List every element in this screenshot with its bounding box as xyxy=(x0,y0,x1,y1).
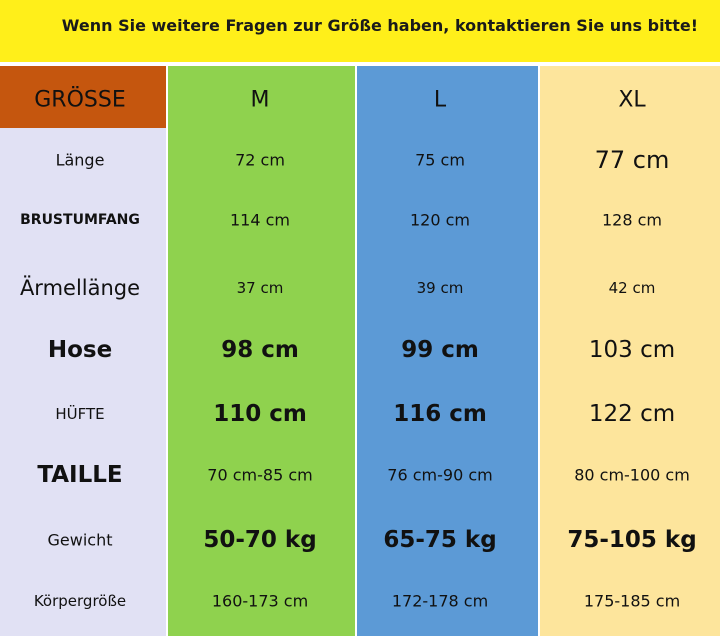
banner: Wenn Sie weitere Fragen zur Größe haben,… xyxy=(0,0,720,62)
size-value: 65-75 kg xyxy=(383,527,497,553)
size-value: 98 cm xyxy=(221,337,299,363)
size-value: 80 cm-100 cm xyxy=(574,465,690,485)
column-header: GRÖSSE xyxy=(34,87,126,113)
row-label: BRUSTUMFANG xyxy=(20,212,140,228)
column-header: M xyxy=(250,87,270,113)
row-label: HÜFTE xyxy=(55,405,105,423)
label-column xyxy=(0,66,166,636)
size-value: 75-105 kg xyxy=(567,527,697,553)
size-column xyxy=(357,66,538,636)
size-value: 50-70 kg xyxy=(203,527,317,553)
size-value: 76 cm-90 cm xyxy=(387,465,493,485)
row-label: Hose xyxy=(47,337,113,363)
size-value: 172-178 cm xyxy=(391,591,489,611)
column-header: XL xyxy=(618,87,646,113)
row-label: Ärmellänge xyxy=(19,276,141,300)
size-value: 70 cm-85 cm xyxy=(207,465,313,485)
size-value: 77 cm xyxy=(594,146,670,174)
size-value: 72 cm xyxy=(235,150,285,170)
header-cell xyxy=(0,66,166,128)
size-value: 160-173 cm xyxy=(211,591,309,611)
size-value: 120 cm xyxy=(409,210,471,230)
size-value: 114 cm xyxy=(229,210,291,230)
size-value: 99 cm xyxy=(401,337,479,363)
size-value: 75 cm xyxy=(415,150,465,170)
size-column xyxy=(540,66,720,636)
size-value: 128 cm xyxy=(601,210,663,230)
size-value: 116 cm xyxy=(393,401,487,427)
size-column xyxy=(168,66,355,636)
size-value: 37 cm xyxy=(236,279,284,297)
size-value: 110 cm xyxy=(213,401,307,427)
banner-text: Wenn Sie weitere Fragen zur Größe haben,… xyxy=(61,16,698,35)
column-header: L xyxy=(433,87,447,113)
size-value: 175-185 cm xyxy=(583,591,681,611)
size-value: 42 cm xyxy=(608,279,656,297)
size-value: 122 cm xyxy=(588,401,676,427)
row-label: TAILLE xyxy=(37,462,123,488)
row-label: Körpergröße xyxy=(33,592,127,610)
row-label: Länge xyxy=(55,150,105,170)
row-label: Gewicht xyxy=(47,530,113,550)
size-value: 103 cm xyxy=(588,337,676,363)
size-value: 39 cm xyxy=(416,279,464,297)
